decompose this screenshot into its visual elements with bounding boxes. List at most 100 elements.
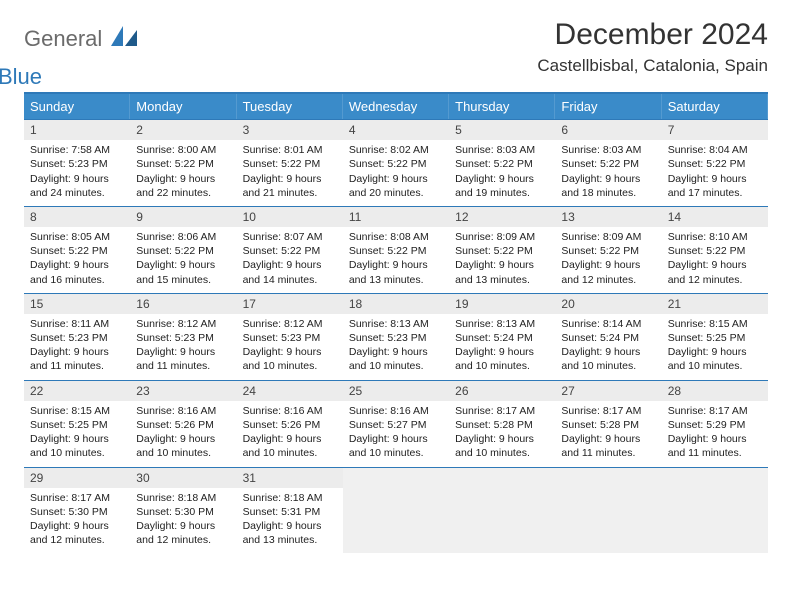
daylight-text: Daylight: 9 hours and 17 minutes. <box>668 172 762 200</box>
calendar-grid: SundayMondayTuesdayWednesdayThursdayFrid… <box>24 92 768 553</box>
day-details: Sunrise: 8:07 AMSunset: 5:22 PMDaylight:… <box>237 227 343 293</box>
calendar-cell: 24Sunrise: 8:16 AMSunset: 5:26 PMDayligh… <box>237 380 343 467</box>
sunset-text: Sunset: 5:23 PM <box>243 331 337 345</box>
weekday-header: Friday <box>555 94 661 119</box>
daylight-text: Daylight: 9 hours and 10 minutes. <box>668 345 762 373</box>
day-details: Sunrise: 8:00 AMSunset: 5:22 PMDaylight:… <box>130 140 236 206</box>
day-details: Sunrise: 8:17 AMSunset: 5:29 PMDaylight:… <box>662 401 768 467</box>
calendar-cell: 11 Sunrise: 8:08 AMSunset: 5:22 PMDayligh… <box>343 206 449 293</box>
calendar-cell: 10Sunrise: 8:07 AMSunset: 5:22 PMDayligh… <box>237 206 343 293</box>
daylight-text: Daylight: 9 hours and 10 minutes. <box>349 432 443 460</box>
day-number: 22 <box>24 381 130 401</box>
day-number: 13 <box>555 207 661 227</box>
daylight-text: Daylight: 9 hours and 10 minutes. <box>561 345 655 373</box>
day-details: Sunrise: 8:18 AMSunset: 5:30 PMDaylight:… <box>130 488 236 554</box>
sunset-text: Sunset: 5:22 PM <box>668 244 762 258</box>
calendar-cell: 7Sunrise: 8:04 AMSunset: 5:22 PMDaylight… <box>662 119 768 206</box>
calendar-cell: 14Sunrise: 8:10 AMSunset: 5:22 PMDayligh… <box>662 206 768 293</box>
sunset-text: Sunset: 5:22 PM <box>561 157 655 171</box>
weekday-header: Thursday <box>449 94 555 119</box>
daylight-text: Daylight: 9 hours and 19 minutes. <box>455 172 549 200</box>
daylight-text: Daylight: 9 hours and 11 minutes. <box>668 432 762 460</box>
day-details: Sunrise: 8:06 AMSunset: 5:22 PMDaylight:… <box>130 227 236 293</box>
day-number: 11 <box>343 207 449 227</box>
header: General Blue December 2024 Castellbisbal… <box>24 18 768 78</box>
sunset-text: Sunset: 5:28 PM <box>561 418 655 432</box>
sunrise-text: Sunrise: 8:18 AM <box>243 491 337 505</box>
sunrise-text: Sunrise: 8:05 AM <box>30 230 124 244</box>
day-details: Sunrise: 8:13 AMSunset: 5:23 PMDaylight:… <box>343 314 449 380</box>
sunrise-text: Sunrise: 8:15 AM <box>668 317 762 331</box>
sunrise-text: Sunrise: 8:17 AM <box>455 404 549 418</box>
daylight-text: Daylight: 9 hours and 13 minutes. <box>349 258 443 286</box>
sunrise-text: Sunrise: 8:08 AM <box>349 230 443 244</box>
daylight-text: Daylight: 9 hours and 16 minutes. <box>30 258 124 286</box>
daylight-text: Daylight: 9 hours and 11 minutes. <box>136 345 230 373</box>
day-details: Sunrise: 8:16 AMSunset: 5:26 PMDaylight:… <box>237 401 343 467</box>
sunset-text: Sunset: 5:22 PM <box>668 157 762 171</box>
daylight-text: Daylight: 9 hours and 10 minutes. <box>349 345 443 373</box>
logo-sail-icon <box>111 26 137 46</box>
day-details: Sunrise: 8:15 AMSunset: 5:25 PMDaylight:… <box>24 401 130 467</box>
calendar-cell: 2Sunrise: 8:00 AMSunset: 5:22 PMDaylight… <box>130 119 236 206</box>
calendar-cell: 19Sunrise: 8:13 AMSunset: 5:24 PMDayligh… <box>449 293 555 380</box>
sunset-text: Sunset: 5:30 PM <box>30 505 124 519</box>
day-details: Sunrise: 8:17 AMSunset: 5:30 PMDaylight:… <box>24 488 130 554</box>
sunset-text: Sunset: 5:22 PM <box>243 157 337 171</box>
day-number: 19 <box>449 294 555 314</box>
day-details: Sunrise: 8:18 AMSunset: 5:31 PMDaylight:… <box>237 488 343 554</box>
sunset-text: Sunset: 5:25 PM <box>668 331 762 345</box>
day-number: 3 <box>237 120 343 140</box>
day-number: 10 <box>237 207 343 227</box>
sunrise-text: Sunrise: 8:03 AM <box>561 143 655 157</box>
day-details: Sunrise: 8:12 AMSunset: 5:23 PMDaylight:… <box>130 314 236 380</box>
calendar-cell: 12Sunrise: 8:09 AMSunset: 5:22 PMDayligh… <box>449 206 555 293</box>
day-details: Sunrise: 8:16 AMSunset: 5:27 PMDaylight:… <box>343 401 449 467</box>
daylight-text: Daylight: 9 hours and 20 minutes. <box>349 172 443 200</box>
calendar-cell-empty <box>343 467 449 554</box>
sunrise-text: Sunrise: 8:09 AM <box>561 230 655 244</box>
sunset-text: Sunset: 5:23 PM <box>30 331 124 345</box>
calendar-cell: 26Sunrise: 8:17 AMSunset: 5:28 PMDayligh… <box>449 380 555 467</box>
day-number: 27 <box>555 381 661 401</box>
day-details: Sunrise: 8:10 AMSunset: 5:22 PMDaylight:… <box>662 227 768 293</box>
day-number: 30 <box>130 468 236 488</box>
sunset-text: Sunset: 5:22 PM <box>349 244 443 258</box>
sunrise-text: Sunrise: 8:12 AM <box>243 317 337 331</box>
sunrise-text: Sunrise: 8:09 AM <box>455 230 549 244</box>
sunrise-text: Sunrise: 8:03 AM <box>455 143 549 157</box>
sunrise-text: Sunrise: 8:18 AM <box>136 491 230 505</box>
daylight-text: Daylight: 9 hours and 12 minutes. <box>136 519 230 547</box>
daylight-text: Daylight: 9 hours and 15 minutes. <box>136 258 230 286</box>
weekday-header: Saturday <box>662 94 768 119</box>
weekday-header: Wednesday <box>343 94 449 119</box>
sunrise-text: Sunrise: 8:16 AM <box>243 404 337 418</box>
calendar-cell: 4Sunrise: 8:02 AMSunset: 5:22 PMDaylight… <box>343 119 449 206</box>
day-number: 28 <box>662 381 768 401</box>
day-number: 9 <box>130 207 236 227</box>
sunset-text: Sunset: 5:26 PM <box>243 418 337 432</box>
day-details: Sunrise: 8:09 AMSunset: 5:22 PMDaylight:… <box>555 227 661 293</box>
sunrise-text: Sunrise: 8:14 AM <box>561 317 655 331</box>
daylight-text: Daylight: 9 hours and 24 minutes. <box>30 172 124 200</box>
calendar-cell: 8Sunrise: 8:05 AMSunset: 5:22 PMDaylight… <box>24 206 130 293</box>
day-details: Sunrise: 8:12 AMSunset: 5:23 PMDaylight:… <box>237 314 343 380</box>
sunset-text: Sunset: 5:31 PM <box>243 505 337 519</box>
weekday-header: Sunday <box>24 94 130 119</box>
day-number: 17 <box>237 294 343 314</box>
day-details: Sunrise: 8:03 AMSunset: 5:22 PMDaylight:… <box>449 140 555 206</box>
day-number: 12 <box>449 207 555 227</box>
sunset-text: Sunset: 5:22 PM <box>561 244 655 258</box>
day-details: Sunrise: 8:01 AMSunset: 5:22 PMDaylight:… <box>237 140 343 206</box>
sunrise-text: Sunrise: 8:07 AM <box>243 230 337 244</box>
sunrise-text: Sunrise: 8:17 AM <box>561 404 655 418</box>
daylight-text: Daylight: 9 hours and 11 minutes. <box>30 345 124 373</box>
sunrise-text: Sunrise: 8:00 AM <box>136 143 230 157</box>
sunset-text: Sunset: 5:30 PM <box>136 505 230 519</box>
day-details: Sunrise: 8:16 AMSunset: 5:26 PMDaylight:… <box>130 401 236 467</box>
daylight-text: Daylight: 9 hours and 10 minutes. <box>243 345 337 373</box>
title-block: December 2024 Castellbisbal, Catalonia, … <box>537 18 768 76</box>
logo-text-general: General <box>24 26 102 52</box>
day-details: Sunrise: 8:14 AMSunset: 5:24 PMDaylight:… <box>555 314 661 380</box>
sunrise-text: Sunrise: 8:13 AM <box>455 317 549 331</box>
